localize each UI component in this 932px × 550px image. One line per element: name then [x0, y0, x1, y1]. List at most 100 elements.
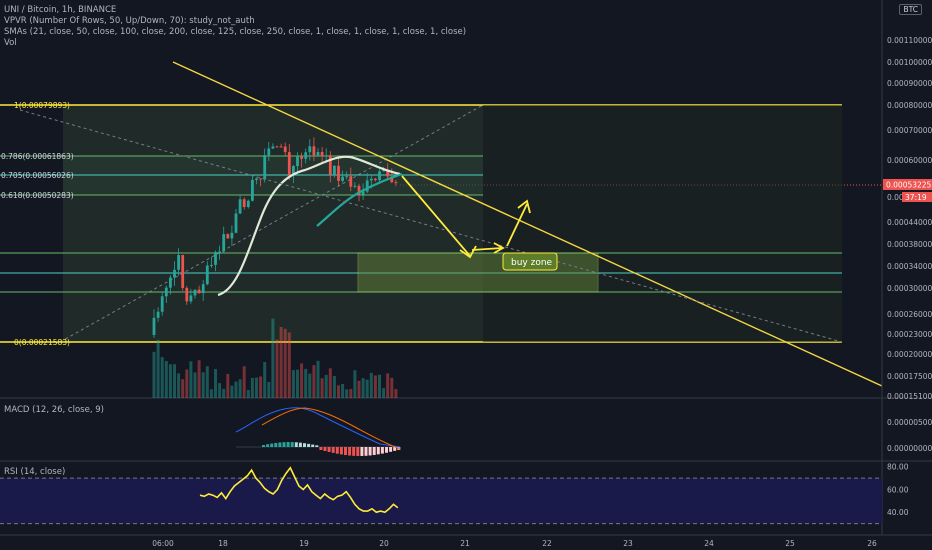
- candle-body: [193, 289, 197, 296]
- fib-level-label: 0.705(0.00056026): [1, 171, 74, 180]
- volume-bar: [275, 339, 279, 398]
- macd-histogram-bar: [335, 447, 339, 454]
- macd-histogram-bar: [389, 447, 393, 452]
- volume-bar: [218, 383, 222, 398]
- time-tick-label: 19: [299, 539, 309, 548]
- price-tick-label: 0.00030000: [887, 284, 932, 293]
- macd-histogram-bar: [282, 442, 286, 447]
- candle-body: [255, 178, 258, 180]
- countdown-label: 37:19: [905, 193, 927, 202]
- candle-body: [164, 287, 168, 297]
- currency-badge[interactable]: BTC: [899, 4, 922, 15]
- macd-histogram-bar: [266, 444, 270, 447]
- vpvr-indicator-label[interactable]: VPVR (Number Of Rows, 50, Up/Down, 70): …: [4, 16, 255, 26]
- arrow-head: [493, 242, 505, 254]
- volume-indicator-label[interactable]: Vol: [4, 38, 17, 48]
- rsi-band: [0, 478, 882, 524]
- descending-trendline[interactable]: [172, 61, 883, 387]
- volume-bar: [177, 373, 181, 398]
- candle-body: [160, 296, 164, 312]
- volume-bars: [152, 318, 398, 398]
- price-axis[interactable]: 0.00110000 0.00100000 0.00090000 0.00080000…: [881, 0, 932, 535]
- macd-histogram-bar: [286, 442, 290, 447]
- candle-body: [390, 176, 394, 183]
- candle-body: [173, 269, 176, 278]
- candle-body: [181, 255, 185, 288]
- candle-body: [357, 185, 361, 195]
- sma-line-white: [217, 155, 401, 297]
- sma-line-teal: [316, 172, 403, 227]
- volume-bar: [222, 388, 226, 398]
- volume-bar: [201, 372, 205, 398]
- volume-bar: [238, 379, 242, 398]
- price-tick-label: 0.00110000: [887, 36, 932, 45]
- price-tick-label: 0.00080000: [887, 101, 932, 110]
- projection-arrow-down[interactable]: [401, 175, 471, 257]
- symbol-title[interactable]: UNI / Bitcoin, 1h, BINANCE: [4, 5, 117, 15]
- fib-diagonal: [59, 104, 484, 343]
- volume-bar: [373, 375, 377, 398]
- rsi-line: [199, 466, 399, 514]
- candle-body: [378, 171, 381, 181]
- drawings-layer[interactable]: buy zone: [19, 61, 883, 387]
- candle-body: [320, 152, 324, 157]
- price-tick-label: 0.00038000: [887, 240, 932, 249]
- macd-histogram-bar: [380, 447, 384, 454]
- candle-body: [242, 199, 246, 208]
- price-tick-label: 0.00090000: [887, 79, 932, 88]
- candle-body: [189, 295, 193, 302]
- fib-level-label: 0.618(0.00050283): [1, 191, 74, 200]
- candle-body: [226, 234, 230, 239]
- candle-body: [156, 311, 160, 318]
- candle-body: [304, 152, 308, 159]
- volume-bar: [328, 368, 332, 398]
- candle-body: [337, 165, 340, 181]
- candle-body: [296, 156, 299, 167]
- macd-histogram-bar: [376, 447, 380, 455]
- sma-indicator-label[interactable]: SMAs (21, close, 50, close, 100, close, …: [4, 27, 467, 37]
- projection-arrow-up[interactable]: [506, 203, 528, 247]
- candle-body: [365, 180, 369, 192]
- time-tick-label: 24: [704, 539, 714, 548]
- projection-arrow-right[interactable]: [471, 247, 503, 251]
- rsi-title[interactable]: RSI (14, close): [4, 467, 66, 477]
- buy-zone-label-box[interactable]: [502, 252, 558, 271]
- price-tick-label: 0.00017500: [887, 372, 932, 381]
- time-axis[interactable]: 06:00 18 19 20 21 22 23 24 25 26: [152, 539, 877, 548]
- macd-histogram-bar: [344, 447, 347, 456]
- price-tick-label: 0.00034000: [887, 262, 932, 271]
- time-tick-label: 06:00: [152, 539, 174, 548]
- candle-body: [292, 166, 295, 176]
- candle-body: [341, 176, 344, 181]
- time-tick-label: 26: [867, 539, 877, 548]
- price-tick-label: 0.00015100: [887, 392, 932, 401]
- volume-bar: [394, 389, 398, 398]
- volume-bar: [209, 389, 213, 398]
- fib-level-label: 1(0.00079893): [14, 101, 70, 110]
- macd-histogram-bar: [372, 447, 376, 455]
- macd-title[interactable]: MACD (12, 26, close, 9): [4, 405, 104, 415]
- candle-body: [152, 317, 156, 335]
- rsi-tick-label: 60.00: [887, 485, 909, 494]
- buy-zone-label: buy zone: [511, 258, 553, 268]
- fib-zone-background: [63, 105, 483, 342]
- volume-bar: [308, 373, 312, 398]
- volume-bar: [267, 381, 271, 398]
- price-tick-label: 0.00044000: [887, 218, 932, 227]
- volume-bar: [197, 360, 201, 398]
- volume-bar: [312, 365, 316, 398]
- candle-body: [369, 178, 373, 181]
- volume-bar: [320, 378, 324, 398]
- candle-body: [283, 146, 287, 153]
- fib-level-label: 0.786(0.00061863): [1, 152, 74, 161]
- macd-histogram-bar: [319, 447, 323, 450]
- volume-bar: [242, 366, 246, 398]
- candle-body: [271, 146, 275, 149]
- volume-bar: [357, 380, 361, 398]
- chart-legend: UNI / Bitcoin, 1h, BINANCE VPVR (Number …: [4, 5, 466, 49]
- candle-body: [312, 146, 316, 156]
- candle-body: [169, 277, 172, 288]
- candle-body: [177, 255, 180, 270]
- buy-zone-box[interactable]: [357, 252, 599, 293]
